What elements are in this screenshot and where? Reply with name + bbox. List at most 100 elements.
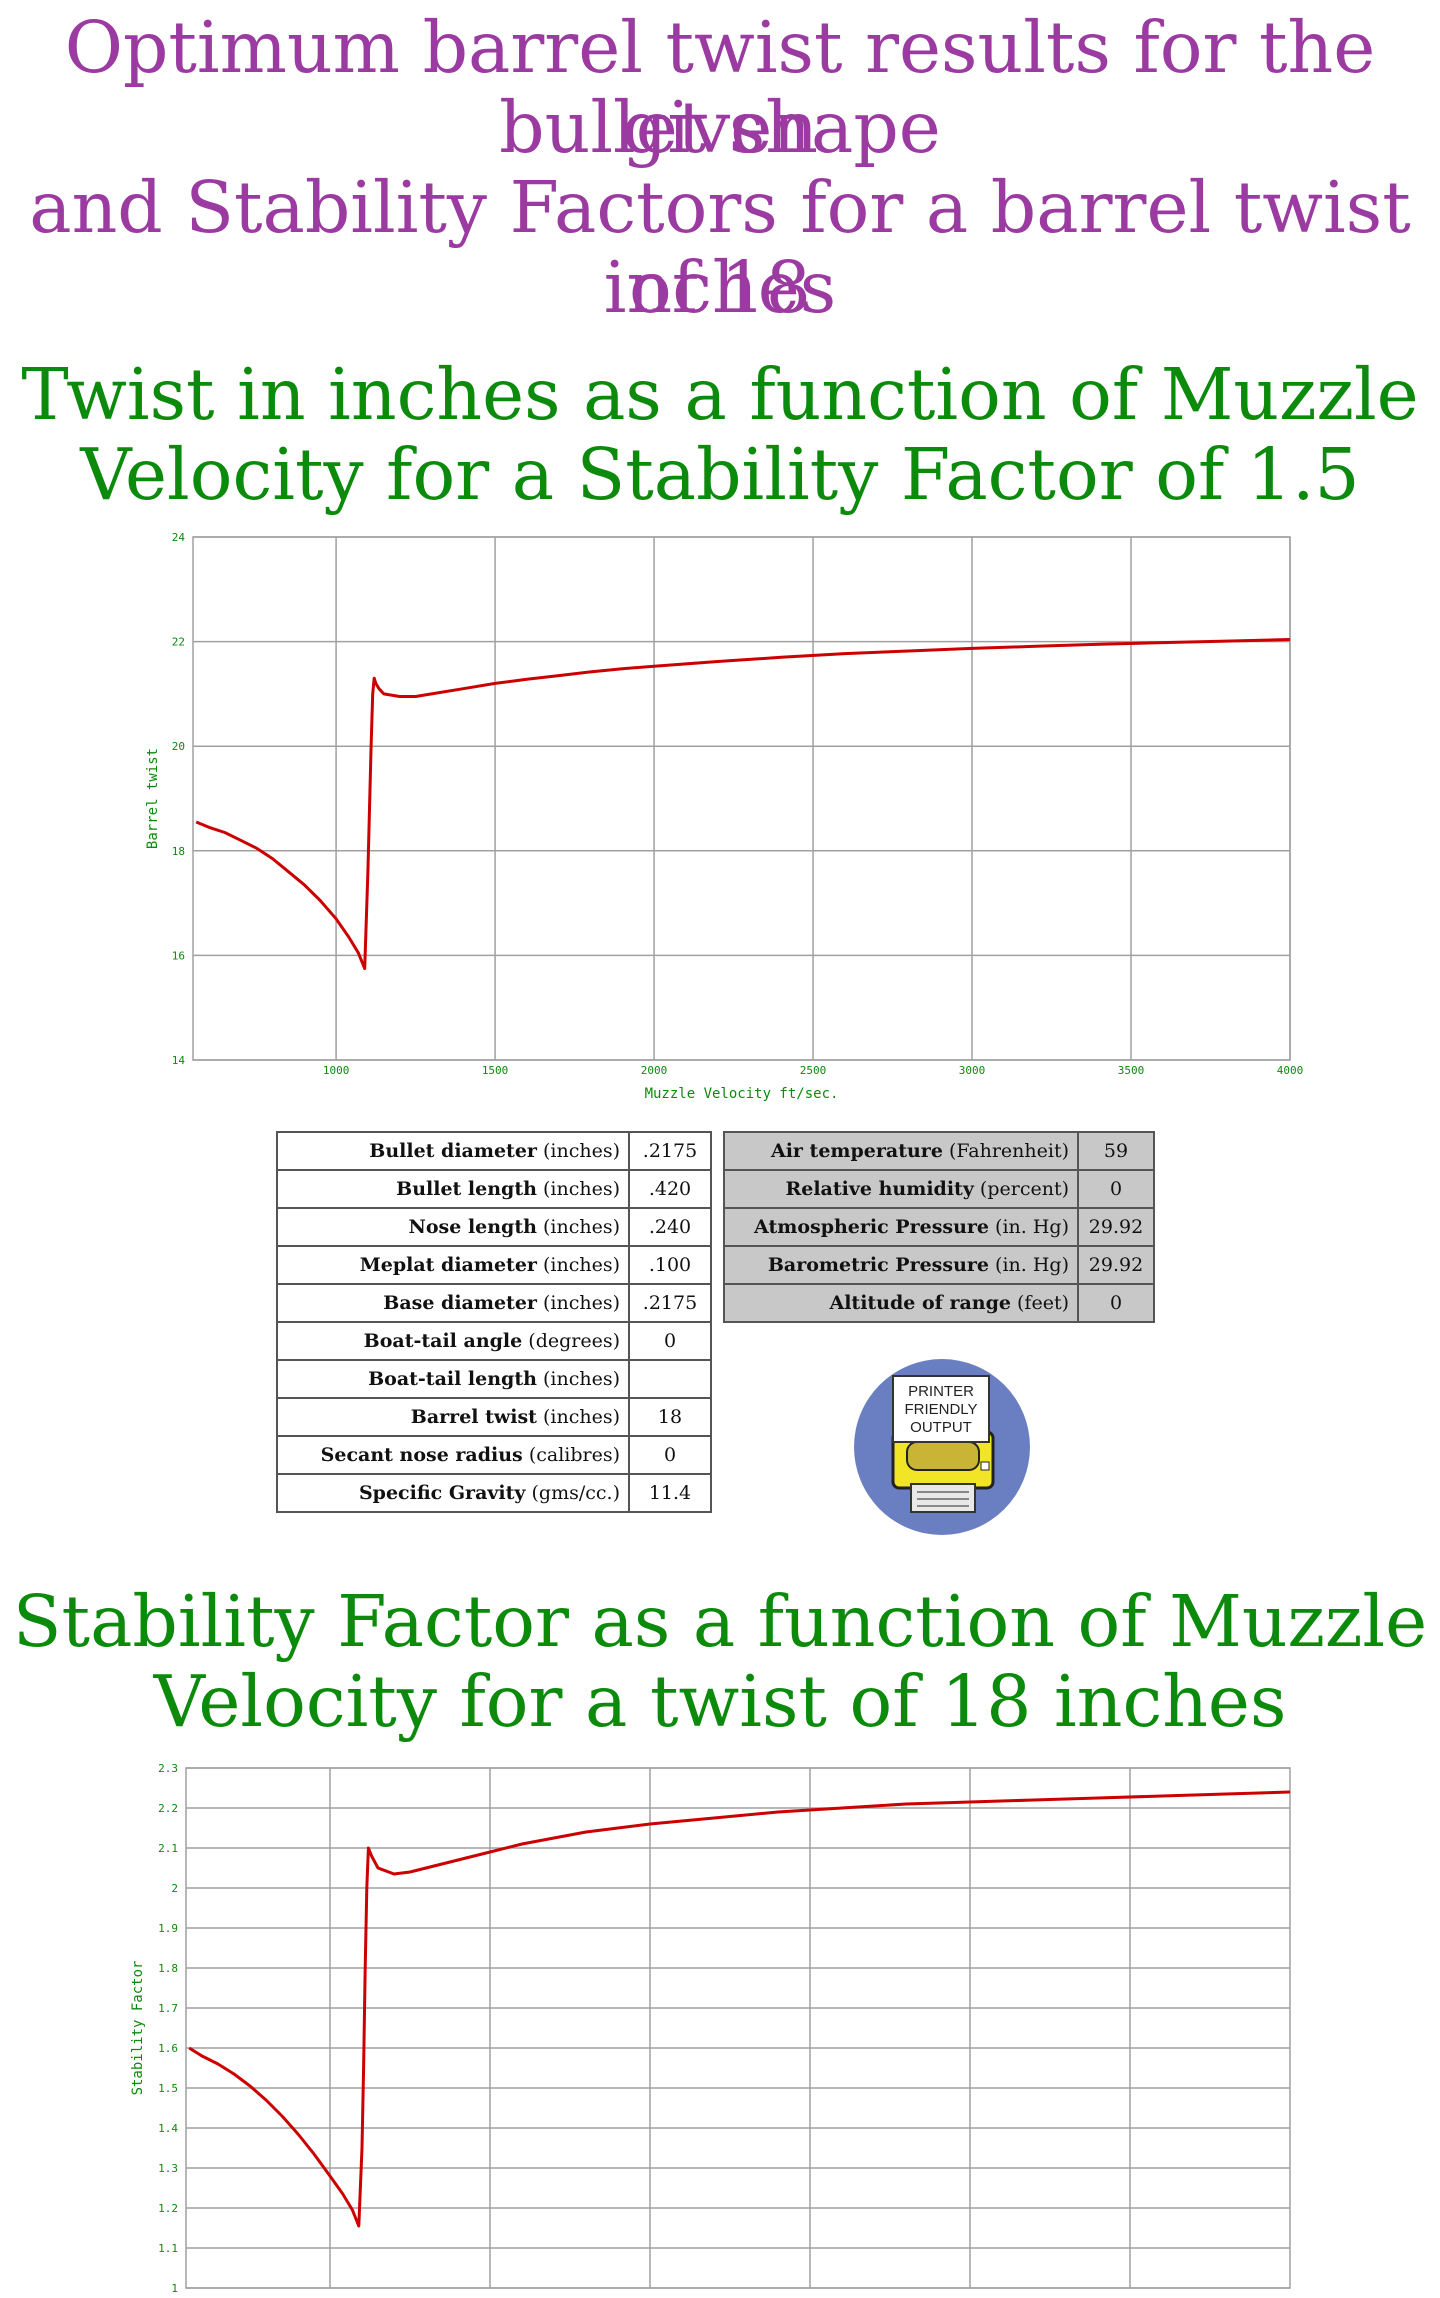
bullet-param-row: Boat-tail length (inches): [276, 1359, 712, 1399]
bullet-param-value: .2175: [628, 1283, 712, 1323]
bullet-param-row: Specific Gravity (gms/cc.) 11.4: [276, 1473, 712, 1513]
y-tick-label: 14: [172, 1054, 186, 1067]
bullet-param-unit: (inches): [542, 1178, 620, 1200]
atmos-param-unit: (percent): [979, 1178, 1069, 1200]
y-tick-label: 22: [172, 636, 185, 649]
y-tick-label: 1.3: [158, 2162, 178, 2175]
atmos-param-value: 29.92: [1077, 1245, 1155, 1285]
bullet-param-label: Meplat diameter (inches): [276, 1245, 630, 1285]
bullet-param-unit: (calibres): [528, 1444, 620, 1466]
page-title-line1: Optimum barrel twist results for the giv…: [64, 6, 1376, 169]
printer-label-line1: PRINTER: [908, 1383, 974, 1400]
x-tick-label: 4000: [1277, 1064, 1304, 1077]
atmos-param-row: Altitude of range (feet) 0: [723, 1283, 1155, 1323]
bullet-param-name: Boat-tail angle: [363, 1330, 523, 1352]
plot-area: [192, 536, 1291, 1061]
atmosphere-params-table: Air temperature (Fahrenheit) 59 Relative h…: [723, 1131, 1155, 1323]
chart2-title-line1: Stability Factor as a function of Muzzle: [12, 1580, 1428, 1663]
y-tick-label: 1.2: [158, 2202, 178, 2215]
printer-icon: PRINTER FRIENDLY OUTPUT: [854, 1359, 1030, 1535]
bullet-param-row: Bullet length (inches) .420: [276, 1169, 712, 1209]
data-series-line: [195, 638, 1291, 970]
bullet-param-label: Barrel twist (inches): [276, 1397, 630, 1437]
bullet-param-unit: (gms/cc.): [531, 1482, 620, 1504]
chart2-title-line2: Velocity for a twist of 18 inches: [153, 1660, 1287, 1743]
bullet-param-row: Barrel twist (inches) 18: [276, 1397, 712, 1437]
printer-label-line3: OUTPUT: [910, 1419, 972, 1436]
atmos-param-row: Relative humidity (percent) 0: [723, 1169, 1155, 1209]
bullet-param-unit: (inches): [542, 1368, 620, 1390]
bullet-param-value: [628, 1359, 712, 1399]
chart1-title-line1: Twist in inches as a function of Muzzle: [21, 353, 1419, 436]
bullet-param-label: Bullet length (inches): [276, 1169, 630, 1209]
printer-friendly-button[interactable]: PRINTER FRIENDLY OUTPUT: [853, 1358, 1031, 1536]
y-tick-label: 16: [172, 949, 185, 962]
twist-chart-svg: 14 16 18 20 22 24 1000 1500 2000 2500 3000 3500 4000…: [145, 531, 1304, 1102]
y-tick-label: 1.5: [158, 2082, 178, 2095]
y-tick-label: 1: [171, 2282, 178, 2294]
atmos-param-label: Relative humidity (percent): [723, 1169, 1079, 1209]
x-tick-label: 3500: [1118, 1064, 1145, 1077]
bullet-param-name: Nose length: [408, 1216, 537, 1238]
atmos-param-unit: (feet): [1017, 1292, 1069, 1314]
page-title-line2: bullet shape: [499, 86, 941, 169]
y-axis-label: Barrel twist: [145, 748, 161, 849]
x-tick-label: 1000: [323, 1064, 350, 1077]
atmos-param-unit: (in. Hg): [995, 1216, 1069, 1238]
x-tick-label: 2000: [641, 1064, 668, 1077]
bullet-param-name: Base diameter: [383, 1292, 537, 1314]
y-tick-label: 2.1: [158, 1842, 178, 1855]
x-tick-label: 1500: [482, 1064, 509, 1077]
y-tick-label: 1.6: [158, 2042, 178, 2055]
atmos-param-row: Barometric Pressure (in. Hg) 29.92: [723, 1245, 1155, 1285]
bullet-param-name: Secant nose radius: [320, 1444, 523, 1466]
atmos-param-label: Atmospheric Pressure (in. Hg): [723, 1207, 1079, 1247]
bullet-param-unit: (degrees): [528, 1330, 620, 1352]
stability-chart-svg: 1 1.1 1.2 1.3 1.4 1.5 1.6 1.7 1.8 1.9 2 2.1 2.2 2.3 St…: [130, 1762, 1291, 2295]
bullet-param-name: Specific Gravity: [358, 1482, 526, 1504]
y-tick-label: 2: [171, 1882, 178, 1895]
y-tick-label: 18: [172, 845, 185, 858]
bullet-param-value: 0: [628, 1321, 712, 1361]
x-axis-label: Muzzle Velocity ft/sec.: [645, 1086, 839, 1102]
bullet-param-value: .2175: [628, 1131, 712, 1171]
atmos-param-value: 0: [1077, 1169, 1155, 1209]
bullet-param-value: .240: [628, 1207, 712, 1247]
bullet-param-name: Bullet diameter: [369, 1140, 537, 1162]
y-tick-label: 1.8: [158, 1962, 178, 1975]
x-tick-label: 2500: [800, 1064, 827, 1077]
atmos-param-label: Barometric Pressure (in. Hg): [723, 1245, 1079, 1285]
bullet-param-unit: (inches): [542, 1406, 620, 1428]
y-tick-label: 1.7: [158, 2002, 178, 2015]
chart1-title-line2: Velocity for a Stability Factor of 1.5: [80, 433, 1360, 516]
atmos-param-unit: (Fahrenheit): [948, 1140, 1069, 1162]
atmos-param-name: Barometric Pressure: [767, 1254, 989, 1276]
bullet-param-label: Base diameter (inches): [276, 1283, 630, 1323]
bullet-param-row: Bullet diameter (inches) .2175: [276, 1131, 712, 1171]
bullet-param-unit: (inches): [542, 1140, 620, 1162]
bullet-param-unit: (inches): [542, 1254, 620, 1276]
atmos-param-name: Atmospheric Pressure: [754, 1216, 989, 1238]
bullet-param-unit: (inches): [542, 1216, 620, 1238]
bullet-param-label: Specific Gravity (gms/cc.): [276, 1473, 630, 1513]
atmos-param-row: Air temperature (Fahrenheit) 59: [723, 1131, 1155, 1171]
y-tick-label: 1.4: [158, 2122, 178, 2135]
bullet-param-label: Boat-tail angle (degrees): [276, 1321, 630, 1361]
bullet-param-value: 0: [628, 1435, 712, 1475]
bullet-param-row: Secant nose radius (calibres) 0: [276, 1435, 712, 1475]
atmos-param-row: Atmospheric Pressure (in. Hg) 29.92: [723, 1207, 1155, 1247]
atmos-param-name: Altitude of range: [829, 1292, 1011, 1314]
printer-label-line2: FRIENDLY: [904, 1401, 977, 1418]
x-tick-label: 3000: [959, 1064, 986, 1077]
bullet-param-row: Nose length (inches) .240: [276, 1207, 712, 1247]
bullet-param-name: Boat-tail length: [368, 1368, 537, 1390]
bullet-param-value: 11.4: [628, 1473, 712, 1513]
bullet-param-name: Meplat diameter: [359, 1254, 537, 1276]
y-tick-label: 2.3: [158, 1762, 178, 1775]
bullet-param-unit: (inches): [542, 1292, 620, 1314]
bullet-param-label: Nose length (inches): [276, 1207, 630, 1247]
y-tick-label: 2.2: [158, 1802, 178, 1815]
atmos-param-label: Altitude of range (feet): [723, 1283, 1079, 1323]
bullet-param-row: Boat-tail angle (degrees) 0: [276, 1321, 712, 1361]
y-tick-label: 24: [172, 531, 186, 544]
